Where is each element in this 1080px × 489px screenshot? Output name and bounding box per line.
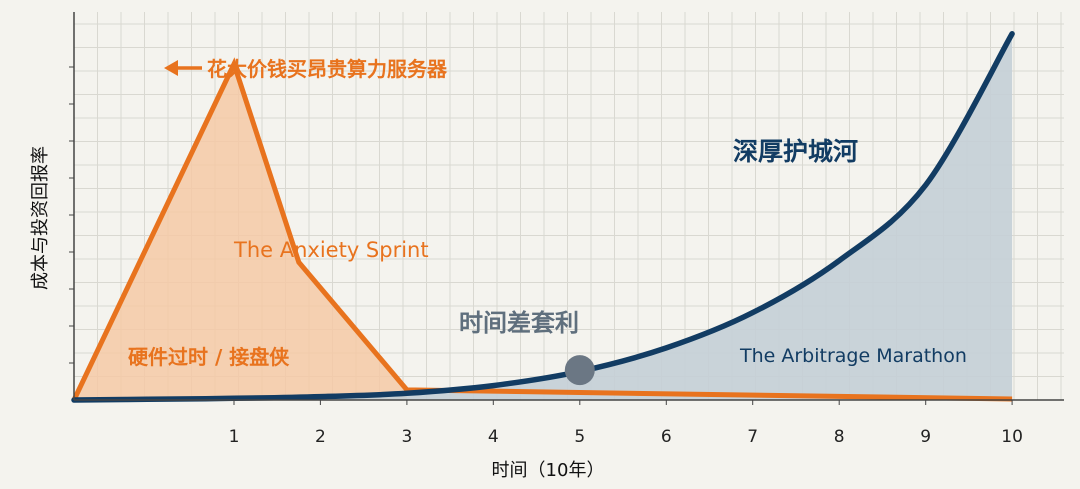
anxiety-sprint-label: The Anxiety Sprint	[233, 238, 429, 262]
x-tick-label: 5	[574, 427, 585, 447]
x-tick-label: 9	[920, 427, 931, 447]
x-tick-label: 7	[747, 427, 758, 447]
peak-arrow	[164, 60, 202, 76]
y-tick-marks	[69, 66, 74, 364]
arbitrage-marathon-area	[74, 33, 1013, 401]
arbitrage-annotation: 时间差套利	[459, 309, 579, 337]
arbitrage-marker	[564, 355, 595, 386]
hardware-annotation: 硬件过时 / 接盘侠	[128, 345, 290, 369]
x-tick-label: 2	[315, 427, 326, 447]
arbitrage-marathon-label: The Arbitrage Marathon	[739, 345, 967, 367]
y-axis-title: 成本与投资回报率	[30, 146, 51, 290]
x-tick-label: 10	[1001, 427, 1023, 447]
x-tick-labels: 1 2 3 4 5 6 7 8 9 10	[229, 400, 1023, 447]
x-axis-title: 时间（10年）	[492, 460, 605, 481]
x-tick-label: 1	[229, 427, 240, 447]
x-tick-label: 3	[401, 427, 412, 447]
anxiety-sprint-area	[74, 64, 407, 400]
x-tick-label: 6	[661, 427, 672, 447]
x-tick-label: 8	[834, 427, 845, 447]
moat-annotation: 深厚护城河	[733, 137, 858, 166]
peak-annotation: 花大价钱买昂贵算力服务器	[207, 57, 448, 81]
area-fills	[74, 33, 1013, 401]
x-tick-label: 4	[488, 427, 499, 447]
anxiety-sprint-line	[71, 57, 1013, 402]
